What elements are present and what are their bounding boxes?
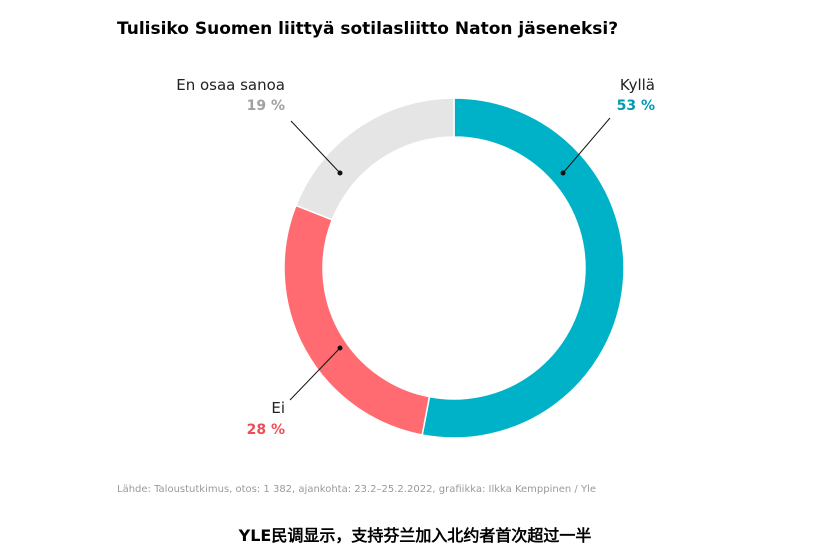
slice-label: Kyllä — [620, 76, 655, 94]
leader-dot — [560, 170, 566, 176]
slice-kyllä — [421, 97, 625, 439]
slice-en-osaa-sanoa — [294, 97, 455, 221]
slice-value-label: 53 % — [617, 98, 655, 114]
chart-title: Tulisiko Suomen liittyä sotilasliitto Na… — [117, 19, 619, 39]
leader-lines — [289, 117, 611, 401]
slice-value-label: 28 % — [247, 422, 285, 438]
donut-slices — [283, 97, 625, 439]
leader-line — [289, 347, 341, 401]
caption: YLE民调显示，支持芬兰加入北约者首次超过一半 — [238, 526, 592, 545]
slice-labels: Kyllä 53 % Ei 28 % En osaa sanoa 19 % — [176, 76, 655, 438]
leader-line — [290, 120, 341, 174]
source-note: Lähde: Taloustutkimus, otos: 1 382, ajan… — [117, 484, 596, 495]
slice-ei — [283, 204, 431, 436]
slice-label: En osaa sanoa — [176, 76, 285, 94]
slice-value-label: 19 % — [247, 98, 285, 114]
leader-dot — [337, 170, 343, 176]
leader-line — [562, 117, 611, 174]
slice-label: Ei — [271, 399, 285, 417]
leader-dot — [337, 345, 343, 351]
